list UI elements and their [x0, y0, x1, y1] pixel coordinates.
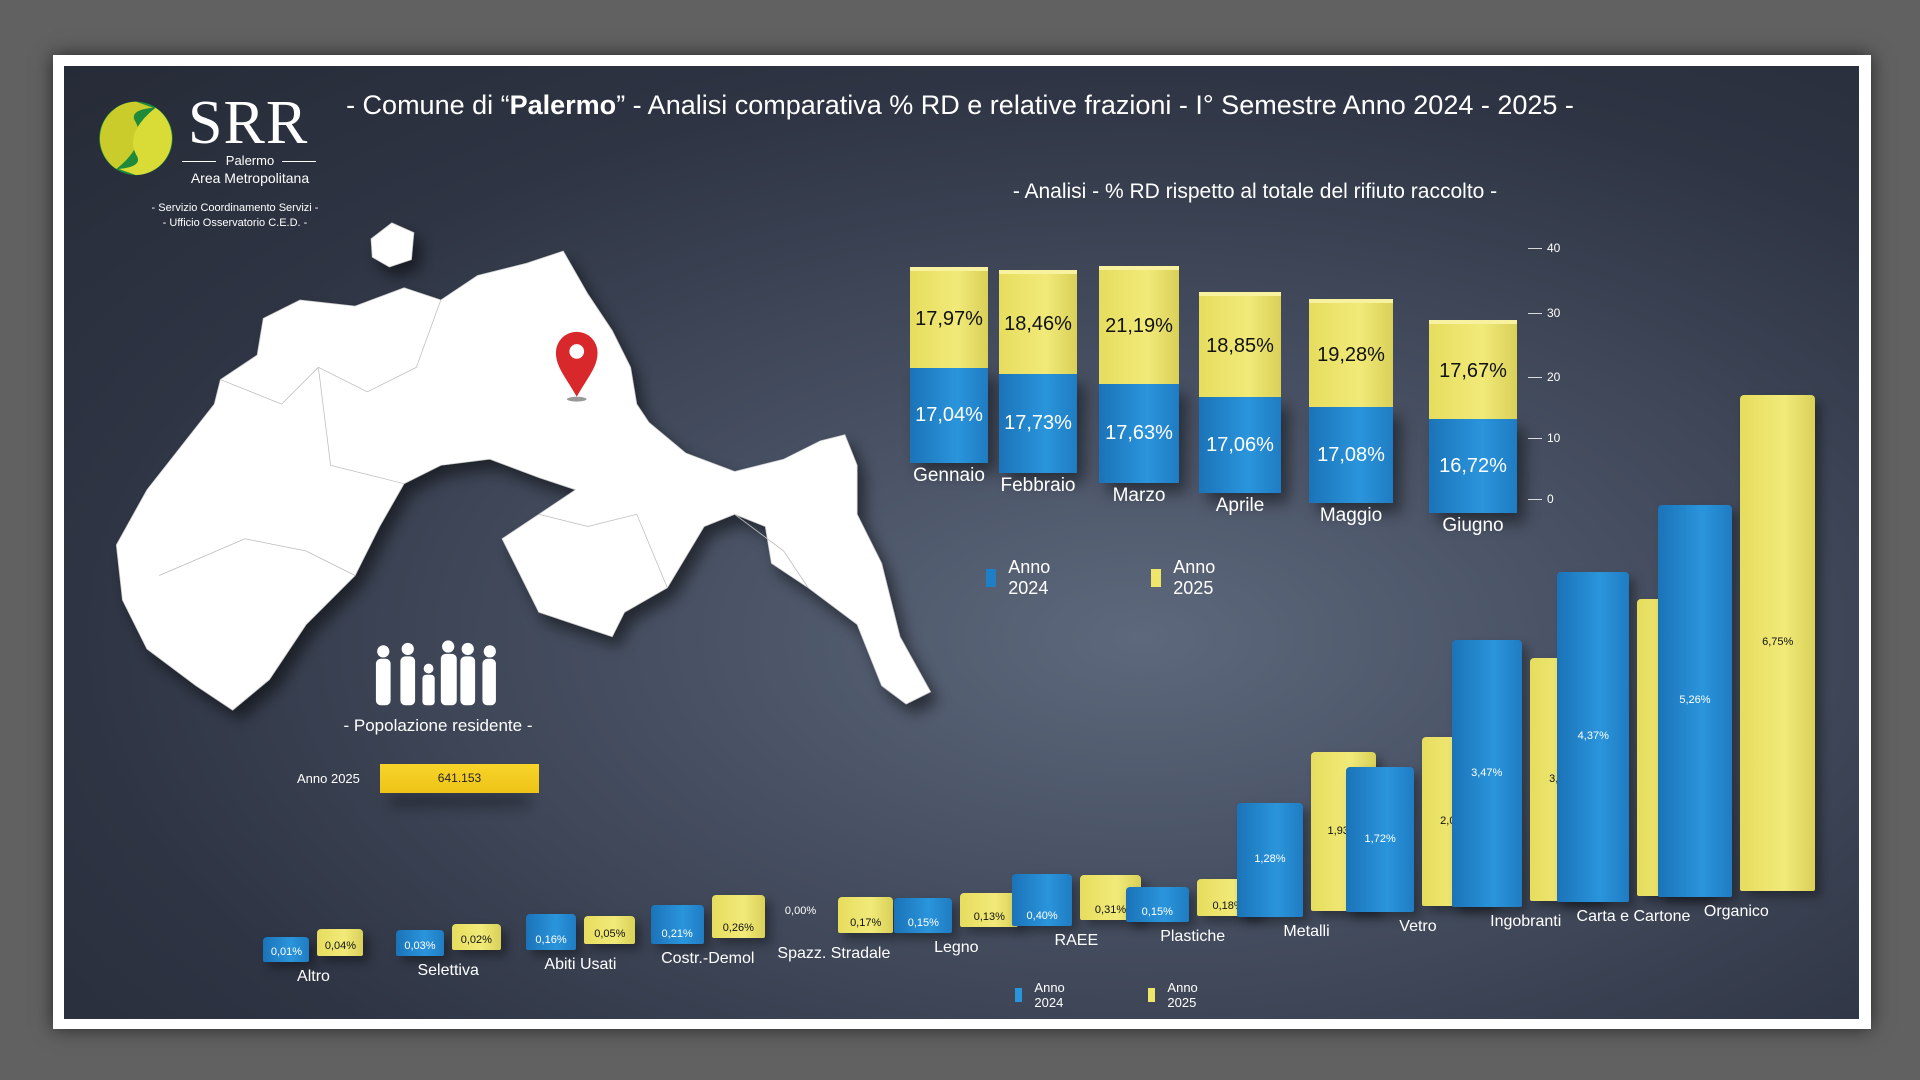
bar-2024-gennaio: 17,04%	[910, 367, 988, 463]
legend-item: Anno 2025	[1148, 980, 1203, 1010]
category-label: Metalli	[1283, 922, 1330, 940]
legend-item: Anno 2024	[986, 557, 1058, 599]
bar-2024-legno: 0,15%	[894, 898, 953, 933]
axis-tick-label: 40	[1547, 241, 1561, 255]
logo-area: Area Metropolitana	[190, 170, 310, 186]
service-label: - Servizio Coordinamento Servizi -	[151, 202, 319, 214]
people-icon	[375, 640, 496, 706]
axis-tick	[1528, 438, 1542, 439]
bar-2024-plastiche: 0,15%	[1125, 887, 1189, 922]
bar-2024-febbraio: 17,73%	[999, 373, 1077, 473]
category-label: Costr.-Demol	[661, 949, 755, 967]
month-label: Gennaio	[913, 465, 985, 486]
axis-tick-label: 0	[1547, 492, 1554, 506]
logo-text: SRR	[188, 89, 309, 157]
legend-label: Anno 2024	[1034, 980, 1065, 1010]
bar-2025-abiti-usati: 0,05%	[584, 916, 636, 944]
axis-tick-label: 30	[1547, 306, 1561, 320]
month-label: Giugno	[1442, 515, 1504, 536]
bar-2025-gennaio: 17,97%	[910, 266, 988, 368]
bar-2024-carta-e-cartone: 4,37%	[1557, 572, 1630, 902]
bar-2025-organico: 6,75%	[1740, 394, 1816, 892]
population-year: Anno 2025	[297, 771, 360, 786]
legend-label: Anno 2024	[1008, 557, 1051, 598]
legend-label: Anno 2025	[1167, 980, 1198, 1010]
bar-2025-altro: 0,04%	[317, 929, 364, 956]
month-label: Marzo	[1112, 485, 1166, 506]
bar-2024-organico: 5,26%	[1657, 504, 1733, 897]
bar-2025-spazz-stradale: 0,17%	[837, 896, 894, 933]
bar-2024-abiti-usati: 0,16%	[525, 914, 577, 950]
office-label: - Ufficio Osservatorio C.E.D. -	[162, 217, 308, 229]
palermo-map	[115, 222, 932, 711]
bar-2024-marzo: 17,63%	[1099, 384, 1179, 483]
legend-swatch	[1148, 988, 1156, 1002]
page-title: - Comune di “Palermo” - Analisi comparat…	[346, 90, 1574, 120]
axis-tick	[1528, 377, 1542, 378]
bar-2025-selettiva: 0,02%	[452, 924, 501, 950]
legend-label: Anno 2025	[1173, 557, 1216, 598]
bar-2025-raee: 0,31%	[1080, 874, 1141, 921]
logo-divider	[182, 161, 216, 162]
bar-2024-altro: 0,01%	[263, 937, 310, 962]
category-label: Selettiva	[417, 961, 479, 979]
legend-swatch	[1015, 988, 1023, 1002]
population-bar: 641.153	[380, 764, 539, 793]
category-label: Organico	[1703, 903, 1769, 921]
axis-tick	[1528, 499, 1542, 500]
category-label: Altro	[297, 967, 330, 985]
bar-2024-ingobranti: 3,47%	[1451, 639, 1522, 907]
bar-2025-febbraio: 18,46%	[999, 270, 1077, 374]
month-label: Maggio	[1319, 505, 1383, 526]
bar-2025-aprile: 18,85%	[1199, 291, 1281, 398]
population-heading: - Popolazione residente -	[343, 716, 533, 735]
bar-2024-selettiva: 0,03%	[395, 929, 445, 956]
axis-tick	[1528, 248, 1542, 249]
bar-2024-giugno: 16,72%	[1429, 419, 1517, 513]
category-label: Spazz. Stradale	[777, 944, 891, 962]
legend-swatch	[986, 569, 997, 587]
legend-swatch	[1151, 569, 1162, 587]
category-label: Carta e Cartone	[1576, 907, 1691, 925]
axis-tick-label: 20	[1547, 370, 1561, 384]
month-label: Aprile	[1215, 495, 1265, 516]
category-label: Legno	[934, 938, 979, 956]
bar-2024-aprile: 17,06%	[1199, 397, 1281, 493]
bar-2024-maggio: 17,08%	[1309, 407, 1393, 503]
bar-value-label: 0,00%	[784, 904, 817, 917]
bar-2025-marzo: 21,19%	[1099, 265, 1179, 385]
category-label: Ingobranti	[1490, 912, 1562, 930]
bar-2024-raee: 0,40%	[1011, 874, 1073, 927]
month-label: Febbraio	[1000, 475, 1076, 496]
category-label: Plastiche	[1160, 927, 1226, 945]
bar-2024-costr-demol: 0,21%	[650, 904, 704, 944]
logo-city: Palermo	[225, 153, 275, 168]
bar-2025-legno: 0,13%	[960, 893, 1019, 927]
legend-item: Anno 2025	[1151, 557, 1223, 599]
bar-2025-giugno: 17,67%	[1429, 320, 1517, 420]
bar-2025-maggio: 19,28%	[1309, 299, 1393, 408]
category-label: RAEE	[1054, 932, 1099, 950]
axis-tick-label: 10	[1547, 431, 1561, 445]
legend-item: Anno 2024	[1015, 980, 1070, 1010]
bar-2024-metalli: 1,28%	[1237, 803, 1303, 917]
monthly-chart-title: - Analisi - % RD rispetto al totale del …	[1012, 180, 1498, 203]
axis-tick	[1528, 313, 1542, 314]
bar-2024-vetro: 1,72%	[1346, 767, 1414, 912]
logo-divider	[282, 161, 316, 162]
logo-swirl-icon	[99, 101, 173, 176]
bar-2025-costr-demol: 0,26%	[711, 895, 765, 938]
location-pin-icon	[555, 331, 598, 402]
category-label: Abiti Usati	[544, 955, 617, 973]
category-label: Vetro	[1399, 917, 1437, 935]
